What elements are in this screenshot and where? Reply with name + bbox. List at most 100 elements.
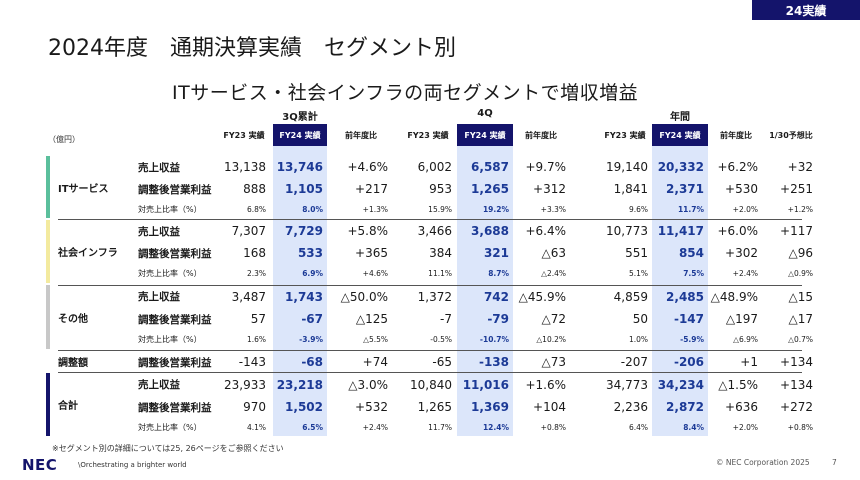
table-cell: -3.9%	[299, 335, 323, 344]
row-label: 対売上比率（%）	[138, 204, 202, 214]
table-cell: △10.2%	[536, 335, 566, 344]
table-cell: △0.9%	[788, 269, 813, 278]
table-cell: 1,265	[417, 400, 452, 414]
period-badge: 24実績	[752, 0, 860, 20]
table-cell: 2,371	[666, 182, 704, 196]
table-cell: 6,002	[417, 160, 452, 174]
row-label: 売上収益	[138, 161, 180, 174]
table-cell: 1,502	[285, 400, 323, 414]
segment-color-bar	[46, 373, 50, 436]
table-cell: 6.8%	[246, 204, 266, 214]
table-cell: △1.5%	[718, 377, 758, 392]
table-cell: 10,773	[606, 224, 648, 238]
table-cell: +0.8%	[540, 422, 566, 432]
table-cell: △48.9%	[710, 289, 758, 304]
table-cell: △5.5%	[363, 335, 388, 344]
page-number: 7	[832, 458, 837, 467]
table-cell: -147	[673, 312, 704, 326]
table-cell: 15.9%	[428, 204, 452, 214]
table-cell: 20,332	[657, 160, 704, 174]
segment-label: ITサービス	[58, 183, 109, 195]
table-cell: △0.7%	[788, 335, 813, 344]
table-cell: 11.7%	[428, 422, 452, 432]
table-cell: 5.1%	[628, 269, 648, 278]
column-header: 前年度比	[525, 130, 557, 140]
table-cell: 13,746	[276, 160, 323, 174]
table-cell: +2.0%	[732, 422, 758, 432]
row-label: 調整後営業利益	[138, 313, 212, 326]
column-header: 前年度比	[345, 130, 377, 140]
table-cell: +4.6%	[347, 160, 388, 174]
table-cell: △15	[788, 289, 814, 304]
table-cell: -0.5%	[430, 335, 452, 344]
table-cell: -65	[432, 355, 452, 369]
row-label: 調整後営業利益	[138, 356, 212, 369]
table-cell: 742	[483, 289, 509, 304]
table-cell: 1,372	[417, 289, 452, 304]
row-label: 調整後営業利益	[138, 183, 212, 196]
column-header: FY23 実績	[604, 130, 646, 140]
table-cell: 3,466	[417, 224, 452, 238]
table-cell: +6.4%	[525, 224, 566, 238]
table-cell: 8.7%	[488, 269, 509, 278]
table-cell: +272	[780, 400, 813, 414]
table-cell: -143	[238, 355, 266, 369]
table-cell: +6.2%	[717, 160, 758, 174]
table-cell: 34,234	[657, 377, 704, 392]
table-cell: 2,872	[666, 400, 704, 414]
table-cell: 10,840	[410, 377, 452, 392]
table-cell: △3.0%	[348, 377, 388, 392]
column-header: 1/30予想比	[769, 130, 813, 140]
table-cell: +2.0%	[732, 204, 758, 214]
table-cell: 19,140	[606, 160, 648, 174]
table-cell: 2,485	[666, 289, 704, 304]
table-cell: △2.4%	[541, 269, 566, 278]
table-cell: -207	[620, 355, 648, 369]
table-cell: +32	[787, 160, 813, 174]
fy24-column-highlight	[457, 124, 513, 436]
table-cell: △197	[725, 312, 758, 326]
table-cell: △45.9%	[518, 289, 566, 304]
table-cell: 57	[250, 312, 266, 326]
table-cell: +312	[533, 182, 566, 196]
table-cell: 168	[243, 246, 266, 260]
table-cell: 6.4%	[628, 422, 648, 432]
table-cell: 970	[243, 400, 266, 414]
table-cell: -67	[301, 312, 323, 326]
group-header: 4Q	[477, 108, 493, 119]
table-cell: 8.4%	[683, 422, 704, 432]
column-header: FY24 実績	[273, 124, 327, 146]
table-cell: +104	[533, 400, 566, 414]
row-separator	[58, 350, 802, 351]
column-header: 前年度比	[720, 130, 752, 140]
table-cell: -5.9%	[680, 335, 704, 344]
table-cell: +1.6%	[525, 377, 566, 392]
segment-label: 合計	[58, 401, 78, 412]
table-cell: △96	[788, 246, 814, 260]
table-cell: △6.9%	[733, 335, 758, 344]
group-header: 年間	[670, 112, 690, 123]
table-cell: +3.3%	[540, 204, 566, 214]
row-label: 対売上比率（%）	[138, 269, 202, 278]
table-cell: +365	[355, 246, 388, 260]
row-separator	[58, 372, 802, 373]
segment-label: その他	[58, 313, 88, 325]
column-header: FY24 実績	[457, 124, 513, 146]
table-cell: 2.3%	[246, 269, 266, 278]
table-cell: 1,743	[285, 289, 323, 304]
tagline: \Orchestrating a brighter world	[78, 461, 187, 469]
table-cell: 34,773	[606, 377, 648, 392]
table-cell: +117	[780, 224, 813, 238]
fy24-column-highlight	[273, 124, 327, 436]
table-cell: 888	[243, 182, 266, 196]
table-cell: 854	[678, 246, 704, 260]
table-cell: +1.3%	[362, 204, 388, 214]
table-cell: +1	[740, 355, 758, 369]
table-cell: 7.5%	[683, 269, 704, 278]
table-cell: 384	[429, 246, 452, 260]
row-separator	[58, 219, 802, 220]
table-cell: △17	[788, 312, 814, 326]
table-cell: △73	[541, 355, 567, 369]
column-header: FY23 実績	[223, 130, 265, 140]
table-cell: +2.4%	[732, 269, 758, 278]
